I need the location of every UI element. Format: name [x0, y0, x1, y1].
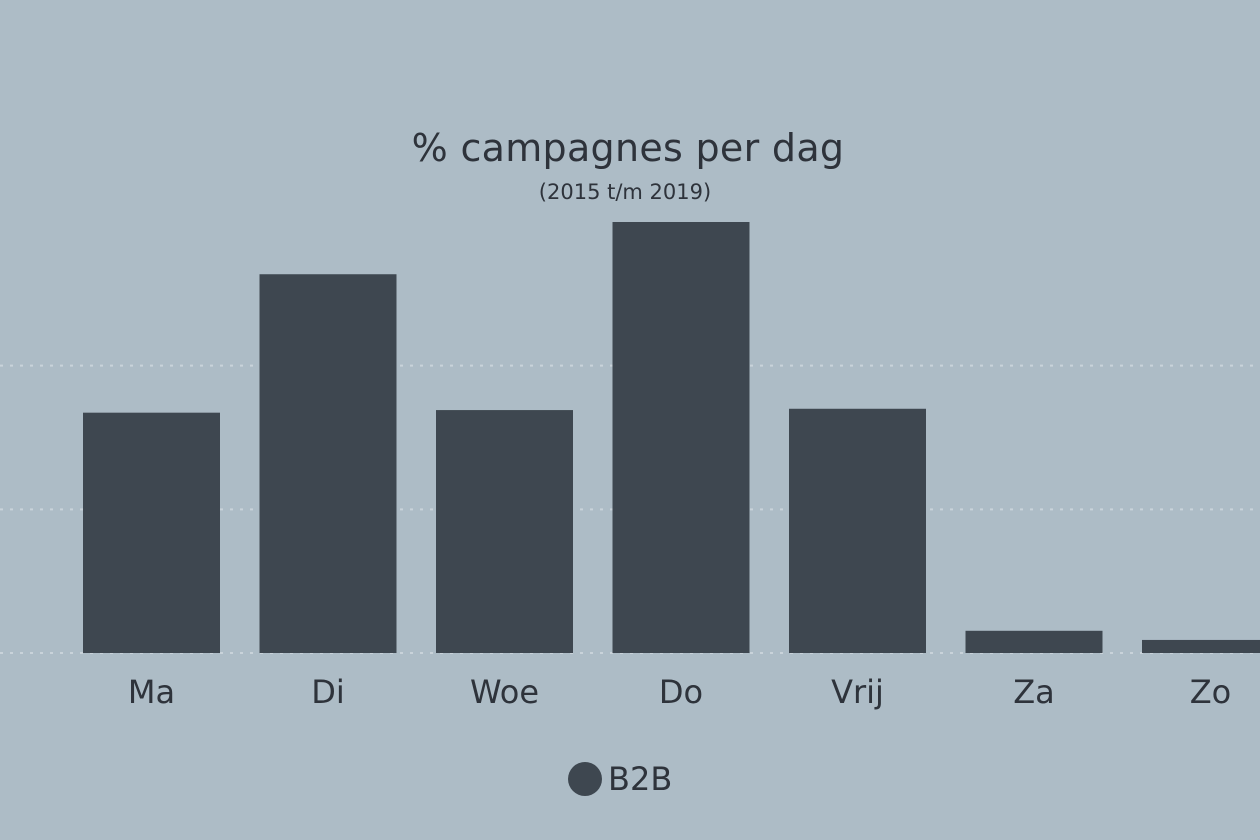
x-tick-label-vrij: Vrij — [831, 673, 884, 711]
x-tick-label-za: Za — [1013, 673, 1055, 711]
bar-ma — [83, 412, 220, 653]
x-tick-label-zo: Zo — [1190, 673, 1232, 711]
x-tick-label-ma: Ma — [128, 673, 175, 711]
x-tick-label-woe: Woe — [470, 673, 539, 711]
chart-subtitle: (2015 t/m 2019) — [538, 180, 712, 204]
legend: B2B — [568, 760, 672, 798]
legend-swatch-b2b — [568, 762, 602, 796]
bar-woe — [436, 410, 573, 653]
chart-title: % campagnes per dag — [411, 126, 845, 170]
bar-do — [612, 222, 750, 653]
bar-vrij — [789, 408, 926, 653]
bar-zo — [1142, 639, 1260, 653]
legend-label-b2b: B2B — [608, 760, 673, 798]
x-tick-label-di: Di — [311, 673, 345, 711]
bar-di — [259, 274, 397, 653]
bar-za — [965, 630, 1103, 653]
x-tick-label-do: Do — [659, 673, 703, 711]
